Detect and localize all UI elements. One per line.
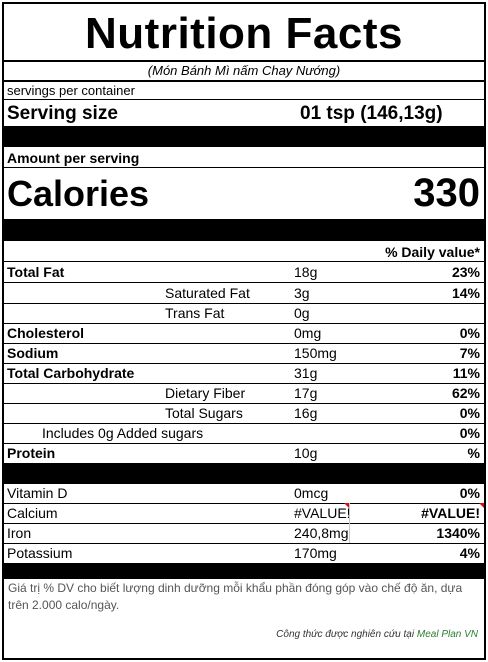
vitamin-name: Potassium	[7, 545, 73, 561]
vitamin-row-potassium: Potassium 170mg 4%	[4, 543, 484, 563]
thick-divider	[4, 219, 484, 241]
nutrient-row-total-sugars: Total Sugars 16g 0%	[4, 403, 484, 423]
nutrient-name: Saturated Fat	[165, 285, 250, 301]
vitamin-row-vitamin-d: Vitamin D 0mcg 0%	[4, 483, 484, 503]
nutrient-name: Cholesterol	[7, 325, 85, 341]
nutrient-amount: 0mg	[294, 325, 322, 341]
divider	[4, 99, 484, 100]
row-divider	[4, 423, 484, 424]
serving-size-label: Serving size	[7, 103, 118, 124]
vitamin-amount: 170mg	[294, 545, 337, 561]
vitamin-amount: 0mcg	[294, 485, 329, 501]
vitamin-dv: 0%	[459, 485, 480, 501]
thick-divider	[4, 563, 484, 579]
nutrient-row-protein: Protein 10g %	[4, 443, 484, 463]
dish-name: (Món Bánh Mì nấm Chay Nướng)	[147, 63, 341, 78]
vitamin-row-calcium: Calcium #VALUE! #VALUE!	[4, 503, 484, 523]
error-marker-icon	[479, 503, 484, 508]
nutrient-dv: 0%	[459, 425, 480, 441]
divider	[4, 167, 484, 168]
nutrient-row-total-fat: Total Fat 18g 23%	[4, 262, 484, 282]
thick-divider	[4, 126, 484, 147]
nutrient-name: Trans Fat	[165, 305, 225, 321]
vitamin-name: Calcium	[7, 505, 58, 521]
brand-link[interactable]: Meal Plan VN	[416, 629, 478, 640]
row-divider	[4, 343, 484, 344]
nutrient-amount: 3g	[294, 285, 310, 301]
row-divider	[4, 543, 484, 544]
daily-value-header: % Daily value*	[385, 244, 480, 260]
nutrient-name: Total Sugars	[165, 405, 243, 421]
nutrient-amount: 17g	[294, 385, 318, 401]
row-divider	[4, 383, 484, 384]
daily-value-footnote: Giá trị % DV cho biết lượng dinh dưỡng m…	[8, 581, 463, 612]
vitamin-amount: #VALUE!	[294, 505, 351, 521]
divider	[4, 80, 484, 82]
nutrient-dv: 14%	[451, 285, 480, 301]
nutrient-name: Protein	[7, 445, 56, 461]
row-divider	[4, 503, 484, 504]
credit-line: Công thức được nghiên cứu tại Meal Plan …	[276, 628, 478, 642]
serving-size-value: 01 tsp (146,13g)	[300, 103, 443, 124]
nutrient-amount: 18g	[294, 264, 318, 280]
nutrient-name: Includes 0g Added sugars	[42, 425, 204, 441]
vitamin-amount: 240,8mg	[294, 525, 349, 541]
nutrient-dv: 11%	[452, 365, 480, 381]
nutrient-amount: 10g	[294, 445, 318, 461]
row-divider	[4, 303, 484, 304]
servings-per-container: servings per container	[7, 83, 135, 98]
nutrient-dv: 0%	[459, 325, 480, 341]
row-divider	[4, 323, 484, 324]
nutrient-row-dietary-fiber: Dietary Fiber 17g 62%	[4, 383, 484, 403]
row-divider	[4, 363, 484, 364]
row-divider	[4, 443, 484, 444]
nutrient-dv: %	[467, 445, 480, 461]
cell-divider	[349, 503, 350, 523]
nutrient-row-total-carbohydrate: Total Carbohydrate 31g 11%	[4, 363, 484, 383]
row-divider	[4, 403, 484, 404]
error-marker-icon	[344, 503, 349, 508]
divider	[4, 60, 484, 62]
nutrient-dv: 62%	[451, 385, 480, 401]
vitamin-row-iron: Iron 240,8mg 1340%	[4, 523, 484, 543]
vitamin-dv: #VALUE!	[421, 505, 480, 521]
nutrient-amount: 16g	[294, 405, 318, 421]
nutrient-row-sodium: Sodium 150mg 7%	[4, 343, 484, 363]
row-divider	[4, 282, 484, 283]
vitamin-name: Vitamin D	[7, 485, 68, 501]
nutrient-name: Sodium	[7, 345, 59, 361]
nutrient-row-cholesterol: Cholesterol 0mg 0%	[4, 323, 484, 343]
nutrient-dv: 7%	[459, 345, 480, 361]
vitamin-name: Iron	[7, 525, 32, 541]
nutrient-amount: 150mg	[294, 345, 337, 361]
calories-label: Calories	[7, 173, 150, 214]
cell-divider	[349, 523, 350, 543]
thick-divider	[4, 463, 484, 484]
nutrient-name: Total Fat	[7, 264, 65, 280]
amount-per-serving: Amount per serving	[7, 150, 140, 166]
nutrient-row-added-sugars: Includes 0g Added sugars 0%	[4, 423, 484, 443]
label-title: Nutrition Facts	[85, 9, 403, 58]
nutrient-row-saturated-fat: Saturated Fat 3g 14%	[4, 283, 484, 303]
nutrient-dv: 23%	[451, 264, 480, 280]
row-divider	[4, 523, 484, 524]
nutrient-name: Total Carbohydrate	[7, 365, 135, 381]
nutrient-dv: 0%	[459, 405, 480, 421]
credit-text: Công thức được nghiên cứu tại	[276, 629, 417, 640]
nutrient-name: Dietary Fiber	[165, 385, 246, 401]
nutrient-amount: 31g	[294, 365, 318, 381]
calories-value: 330	[413, 171, 480, 215]
nutrient-amount: 0g	[294, 305, 310, 321]
vitamin-dv: 1340%	[436, 525, 480, 541]
nutrient-row-trans-fat: Trans Fat 0g	[4, 303, 484, 323]
vitamin-dv: 4%	[459, 545, 480, 561]
divider	[4, 261, 484, 262]
